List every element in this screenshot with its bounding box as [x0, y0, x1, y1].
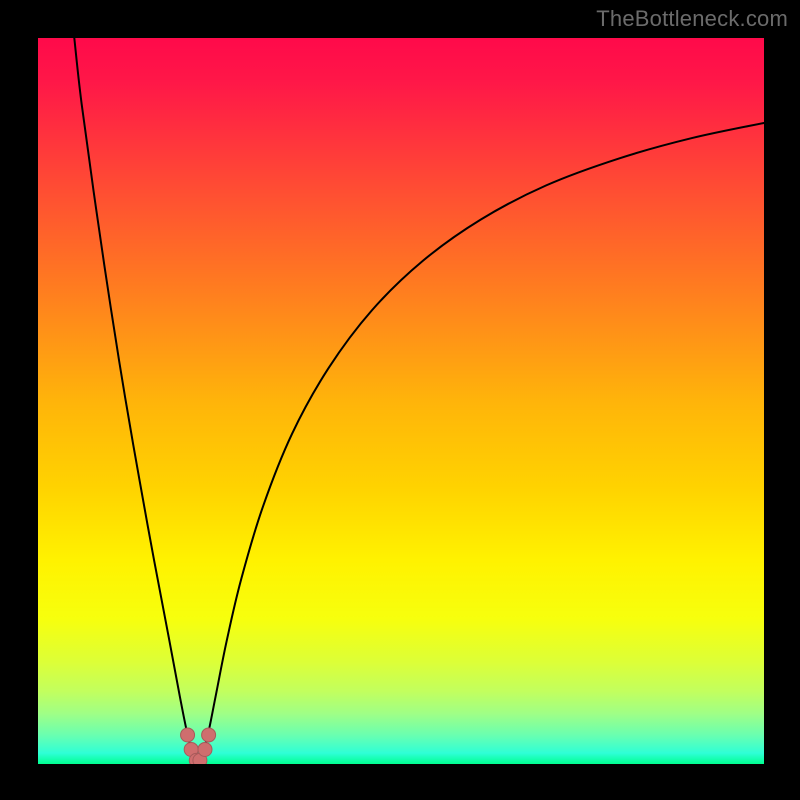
curve-layer — [0, 0, 800, 800]
valley-marker — [181, 728, 195, 742]
chart-container: TheBottleneck.com — [0, 0, 800, 800]
valley-marker — [202, 728, 216, 742]
watermark-label: TheBottleneck.com — [596, 6, 788, 32]
valley-marker — [198, 742, 212, 756]
bottleneck-curve — [74, 38, 764, 760]
